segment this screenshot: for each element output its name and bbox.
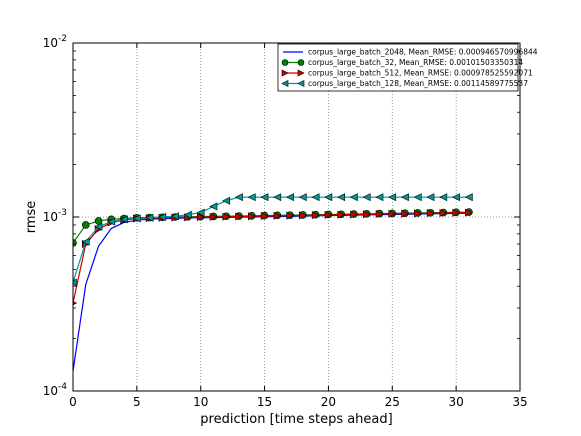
x-tick-label: 30 (449, 395, 464, 409)
data-point (260, 193, 269, 202)
data-point (119, 215, 128, 224)
legend-label: corpus_large_batch_32, Mean_RMSE: 0.0010… (308, 58, 523, 67)
data-point (248, 212, 256, 221)
data-point (222, 196, 231, 205)
data-point (337, 210, 346, 219)
legend-entry: corpus_large_batch_512, Mean_RMSE: 0.000… (281, 69, 533, 78)
legend-marker (297, 80, 305, 87)
data-point (375, 210, 384, 219)
data-point (464, 193, 473, 202)
data-point (413, 193, 422, 202)
data-point (362, 210, 371, 219)
data-point (81, 237, 90, 246)
legend-marker (281, 80, 289, 87)
x-tick-label: 5 (133, 395, 141, 409)
data-point (337, 193, 346, 202)
x-tick-label: 0 (69, 395, 77, 409)
data-point (73, 278, 77, 287)
data-point (247, 193, 256, 202)
data-point (94, 222, 103, 231)
legend-label: corpus_large_batch_128, Mean_RMSE: 0.001… (308, 79, 528, 88)
data-point (209, 202, 218, 211)
data-point (439, 208, 448, 217)
data-point (388, 209, 397, 218)
y-tick-label: 10-4 (43, 382, 68, 398)
y-tick-label: 10-3 (43, 208, 67, 224)
data-point (260, 212, 269, 221)
legend-entry: corpus_large_batch_32, Mean_RMSE: 0.0010… (281, 58, 523, 67)
data-point (426, 209, 435, 218)
data-point (324, 193, 333, 202)
data-point (94, 217, 103, 225)
legend-marker (281, 69, 289, 77)
data-point (222, 212, 231, 221)
data-point (362, 193, 371, 202)
data-point (158, 213, 167, 221)
data-point (426, 193, 435, 202)
data-point (311, 211, 320, 220)
data-point (324, 210, 333, 219)
data-point (439, 193, 448, 202)
data-point (375, 193, 384, 202)
x-tick-label: 35 (512, 395, 527, 409)
x-axis-label: prediction [time steps ahead] (200, 412, 392, 427)
data-point (73, 239, 77, 247)
data-point (273, 193, 282, 202)
data-point (171, 212, 179, 221)
x-tick-label: 10 (193, 395, 208, 409)
series-3 (73, 193, 473, 287)
legend-marker (297, 69, 305, 77)
x-tick-label: 15 (257, 395, 272, 409)
data-point (81, 221, 90, 229)
data-point (273, 211, 282, 220)
x-tick-label: 20 (321, 395, 336, 409)
data-point (132, 214, 141, 223)
data-point (285, 193, 294, 202)
data-point (196, 208, 205, 217)
data-point (107, 217, 116, 226)
legend-entry: corpus_large_batch_128, Mean_RMSE: 0.001… (281, 79, 528, 88)
data-point (209, 212, 218, 221)
legend-label: corpus_large_batch_2048, Mean_RMSE: 0.00… (308, 48, 538, 57)
data-point (298, 193, 307, 202)
data-point (465, 208, 474, 217)
data-point (451, 193, 460, 202)
data-point (196, 213, 205, 222)
data-point (349, 193, 358, 202)
data-point (183, 210, 192, 219)
data-point (235, 212, 244, 221)
data-point (299, 211, 308, 220)
axis-ticks: 0 5 10 15 20 25 30 35 10-4 10-3 10-2 (43, 34, 528, 409)
series-layer (73, 193, 474, 372)
legend-marker (281, 59, 289, 66)
data-point (400, 193, 409, 202)
data-point (350, 210, 359, 219)
data-point (286, 211, 295, 220)
x-tick-label: 25 (385, 395, 400, 409)
y-tick-label: 10-2 (43, 34, 67, 50)
data-point (234, 193, 243, 202)
data-point (145, 213, 154, 222)
data-point (388, 193, 397, 202)
data-point (311, 193, 320, 202)
y-axis-label: rmse (24, 201, 39, 234)
legend-entry: corpus_large_batch_2048, Mean_RMSE: 0.00… (283, 48, 538, 57)
legend: corpus_large_batch_2048, Mean_RMSE: 0.00… (277, 43, 538, 92)
legend-label: corpus_large_batch_512, Mean_RMSE: 0.000… (308, 69, 533, 78)
data-point (452, 208, 461, 217)
data-point (414, 209, 422, 218)
data-point (73, 301, 78, 306)
data-point (401, 209, 410, 218)
legend-box (277, 43, 519, 92)
legend-marker (297, 59, 305, 66)
